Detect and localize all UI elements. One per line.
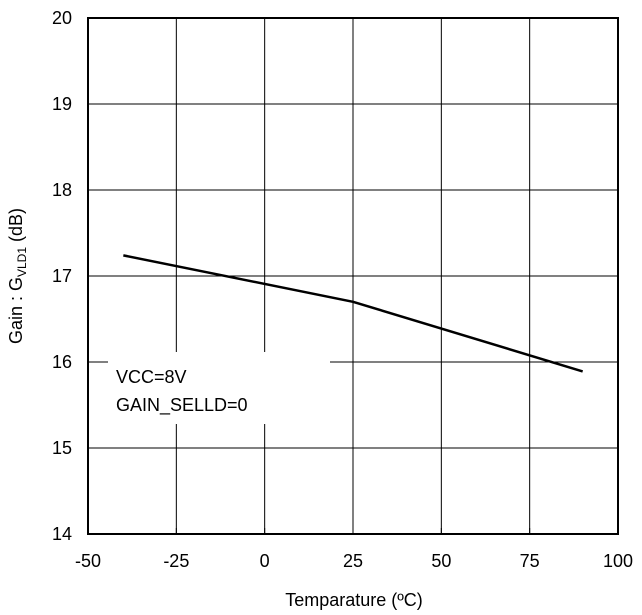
annotation-background [108,352,330,424]
annotation-gain-sel: GAIN_SELLD=0 [116,395,248,416]
y-tick-label: 15 [52,438,72,458]
x-tick-label: 75 [520,551,540,571]
annotation-vcc: VCC=8V [116,367,187,387]
x-tick-label: 50 [431,551,451,571]
x-tick-label: 0 [260,551,270,571]
y-tick-label: 18 [52,180,72,200]
y-axis-label-subscript: VLD1 [15,247,29,277]
y-tick-label: 20 [52,8,72,28]
y-axis-label-prefix: Gain : G [6,277,26,344]
y-axis-label: Gain : GVLD1 (dB) [6,208,29,344]
y-tick-label: 17 [52,266,72,286]
y-tick-labels: 14 15 16 17 18 19 20 [52,8,94,544]
annotation-box [108,352,330,424]
y-tick-label: 16 [52,352,72,372]
x-tick-label: 100 [603,551,633,571]
x-tick-label: -50 [75,551,101,571]
series-line [123,254,584,373]
x-tick-label: -25 [163,551,189,571]
y-axis-label-suffix: (dB) [6,208,26,247]
y-tick-label: 14 [52,524,72,544]
x-tick-label: 25 [343,551,363,571]
x-tick-labels: -50 -25 0 25 50 75 100 [75,528,633,571]
y-tick-label: 19 [52,94,72,114]
x-axis-label: Temparature (ºC) [285,590,423,610]
series-group [123,254,584,373]
